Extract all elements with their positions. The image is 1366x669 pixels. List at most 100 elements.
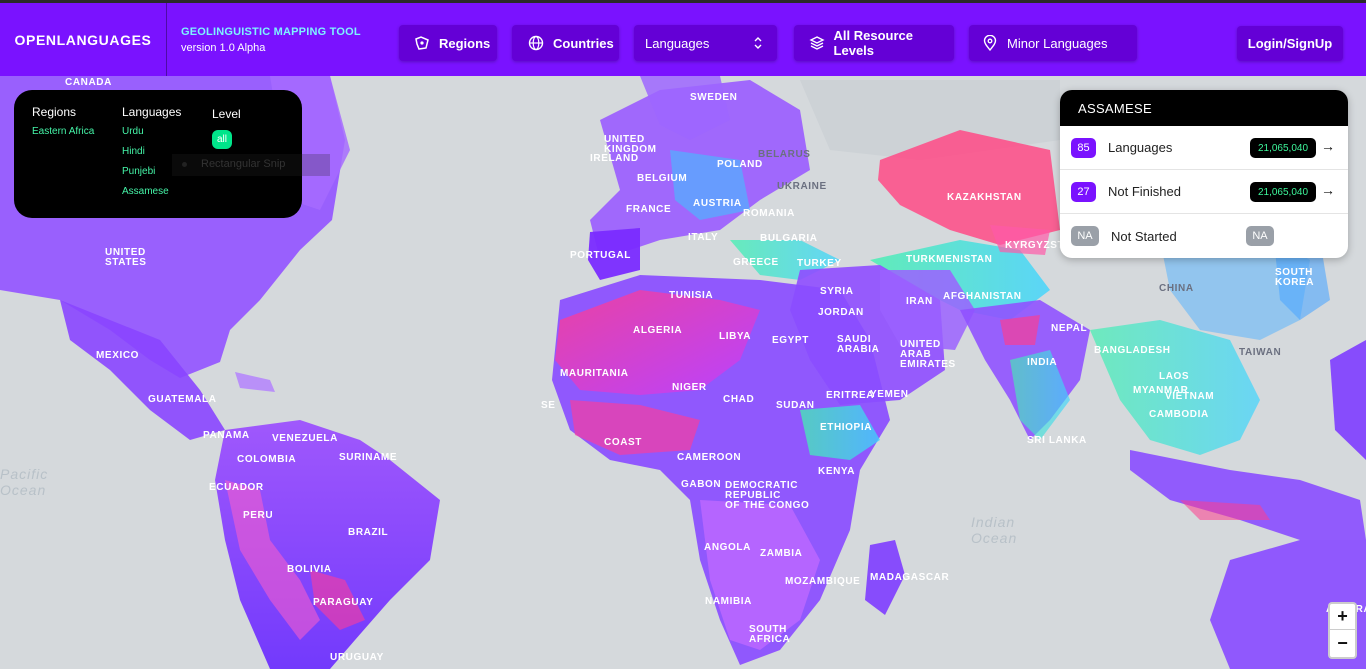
snip-tooltip: Rectangular Snip (172, 154, 330, 176)
regions-label: Regions (439, 35, 491, 51)
language-stat-row[interactable]: 27 Not Finished 21,065,040 → (1060, 170, 1348, 214)
region-east-africa-mint[interactable] (800, 405, 880, 460)
region-south-asia-mint[interactable] (1010, 350, 1070, 440)
region-southern-africa[interactable] (700, 500, 820, 650)
label-vietnam: VIETNAM (1165, 391, 1214, 402)
region-iran[interactable] (880, 270, 975, 350)
resource-levels-button[interactable]: All Resource Levels (794, 25, 954, 61)
filter-regions-column: Regions Eastern Africa (32, 105, 94, 146)
minor-languages-button[interactable]: Minor Languages (969, 25, 1137, 61)
label-peru: PERU (243, 510, 273, 521)
region-north-africa-pink[interactable] (555, 290, 760, 395)
region-west-africa[interactable] (570, 400, 700, 455)
region-australia[interactable] (1210, 540, 1366, 669)
region-southeast-asia[interactable] (1090, 320, 1260, 455)
region-central-europe-blue[interactable] (670, 150, 750, 220)
region-paraguay[interactable] (310, 570, 365, 630)
region-caribbean[interactable] (235, 372, 275, 392)
region-east-asia-right[interactable] (1330, 340, 1366, 460)
globe-icon (527, 34, 545, 52)
arrow-right-icon[interactable]: → (1321, 138, 1335, 154)
label-india: INDIA (1027, 357, 1057, 368)
regions-button[interactable]: Regions (399, 25, 497, 61)
active-filters-panel: Regions Eastern Africa Languages Urdu Hi… (14, 90, 302, 218)
label-sri-lanka: SRI LANKA (1027, 435, 1087, 446)
brand-name[interactable]: OPENLANGUAGES (14, 31, 152, 48)
filter-language-item[interactable]: Punjebi (122, 166, 156, 177)
region-central-asia[interactable] (870, 240, 1050, 320)
label-zambia: ZAMBIA (760, 548, 802, 559)
region-scandinavia[interactable] (640, 76, 730, 140)
label-taiwan: TAIWAN (1239, 347, 1281, 358)
countries-button[interactable]: Countries (512, 25, 619, 61)
region-kazakhstan[interactable] (878, 130, 1060, 245)
label-romania: ROMANIA (743, 208, 795, 219)
label-syria: SYRIA (820, 286, 854, 297)
label-south-korea: SOUTH KOREA (1275, 267, 1314, 288)
zoom-out-button[interactable]: − (1337, 632, 1348, 653)
label-sweden: SWEDEN (690, 92, 738, 103)
snip-dot-icon (182, 161, 187, 167)
filter-languages-heading: Languages (122, 105, 182, 119)
filter-regions-heading: Regions (32, 105, 77, 119)
label-ethiopia: ETHIOPIA (820, 422, 872, 433)
region-indonesia-pink[interactable] (1180, 500, 1270, 520)
filter-language-item[interactable]: Urdu (122, 126, 144, 137)
language-info-card: ASSAMESE 85 Languages 21,065,040 → 27 No… (1060, 90, 1348, 258)
label-cameroon: CAMEROON (677, 452, 741, 463)
label-afghanistan: AFGHANISTAN (943, 291, 1022, 302)
label-mozambique: MOZAMBIQUE (785, 576, 860, 587)
filter-language-item[interactable]: Hindi (122, 146, 145, 157)
snip-tooltip-text: Rectangular Snip (201, 158, 286, 170)
count-badge: 85 (1071, 137, 1096, 158)
language-stat-row[interactable]: NA Not Started NA (1060, 214, 1348, 258)
region-iberia[interactable] (588, 228, 640, 280)
region-madagascar[interactable] (865, 540, 905, 615)
label-france: FRANCE (626, 204, 671, 215)
region-nepal-pink[interactable] (1000, 315, 1040, 345)
label-united-states: UNITED STATES (105, 247, 147, 268)
filter-languages-column: Languages Urdu Hindi Punjebi Assamese (122, 105, 181, 206)
zoom-control: + − (1328, 602, 1357, 659)
region-mexico[interactable] (60, 300, 225, 440)
chevron-updown-icon (749, 34, 767, 52)
label-bulgaria: BULGARIA (760, 233, 818, 244)
label-chad: CHAD (723, 394, 754, 405)
label-gabon: GABON (681, 479, 721, 490)
filter-level-chip[interactable]: all (212, 130, 233, 149)
filter-level-heading: Level (212, 107, 241, 121)
label-pacific-ocean: Pacific Ocean (0, 466, 48, 498)
label-colombia: COLOMBIA (237, 454, 296, 465)
filter-language-item[interactable]: Assamese (122, 186, 169, 197)
label-paraguay: PARAGUAY (313, 597, 373, 608)
zoom-in-button[interactable]: + (1330, 604, 1355, 630)
region-south-america[interactable] (215, 420, 440, 669)
region-andes-pink[interactable] (225, 480, 320, 640)
label-algeria: ALGERIA (633, 325, 682, 336)
language-stat-row[interactable]: 85 Languages 21,065,040 → (1060, 126, 1348, 170)
filter-region-item[interactable]: Eastern Africa (32, 126, 95, 137)
label-namibia: NAMIBIA (705, 596, 752, 607)
label-libya: LIBYA (719, 331, 751, 342)
label-tunisia: TUNISIA (669, 290, 713, 301)
region-japan-korea[interactable] (1275, 240, 1330, 320)
region-indonesia[interactable] (1130, 450, 1366, 540)
arrow-right-icon[interactable]: → (1321, 182, 1335, 198)
login-signup-label: Login/SignUp (1247, 36, 1333, 51)
login-signup-button[interactable]: Login/SignUp (1237, 26, 1343, 61)
label-ireland: IRELAND (590, 153, 639, 164)
tool-info: GEOLINGUISTIC MAPPING TOOL version 1.0 A… (181, 26, 361, 54)
label-united-kingdom: UNITED KINGDOM (604, 134, 657, 155)
label-iran: IRAN (906, 296, 933, 307)
minor-languages-label: Minor Languages (1007, 35, 1108, 51)
region-kyrgyzstan-pink[interactable] (990, 225, 1050, 255)
brand[interactable]: OPENLANGUAGES (0, 3, 167, 76)
filter-level-column: Level all (212, 107, 241, 149)
label-yemen: YEMEN (870, 389, 909, 400)
tool-version: version 1.0 Alpha (181, 42, 266, 54)
label-uruguay: URUGUAY (330, 652, 384, 663)
languages-select[interactable]: Languages (634, 25, 777, 61)
population-badge: 21,065,040 (1250, 182, 1316, 202)
label-jordan: JORDAN (818, 307, 864, 318)
count-badge: NA (1071, 226, 1099, 246)
